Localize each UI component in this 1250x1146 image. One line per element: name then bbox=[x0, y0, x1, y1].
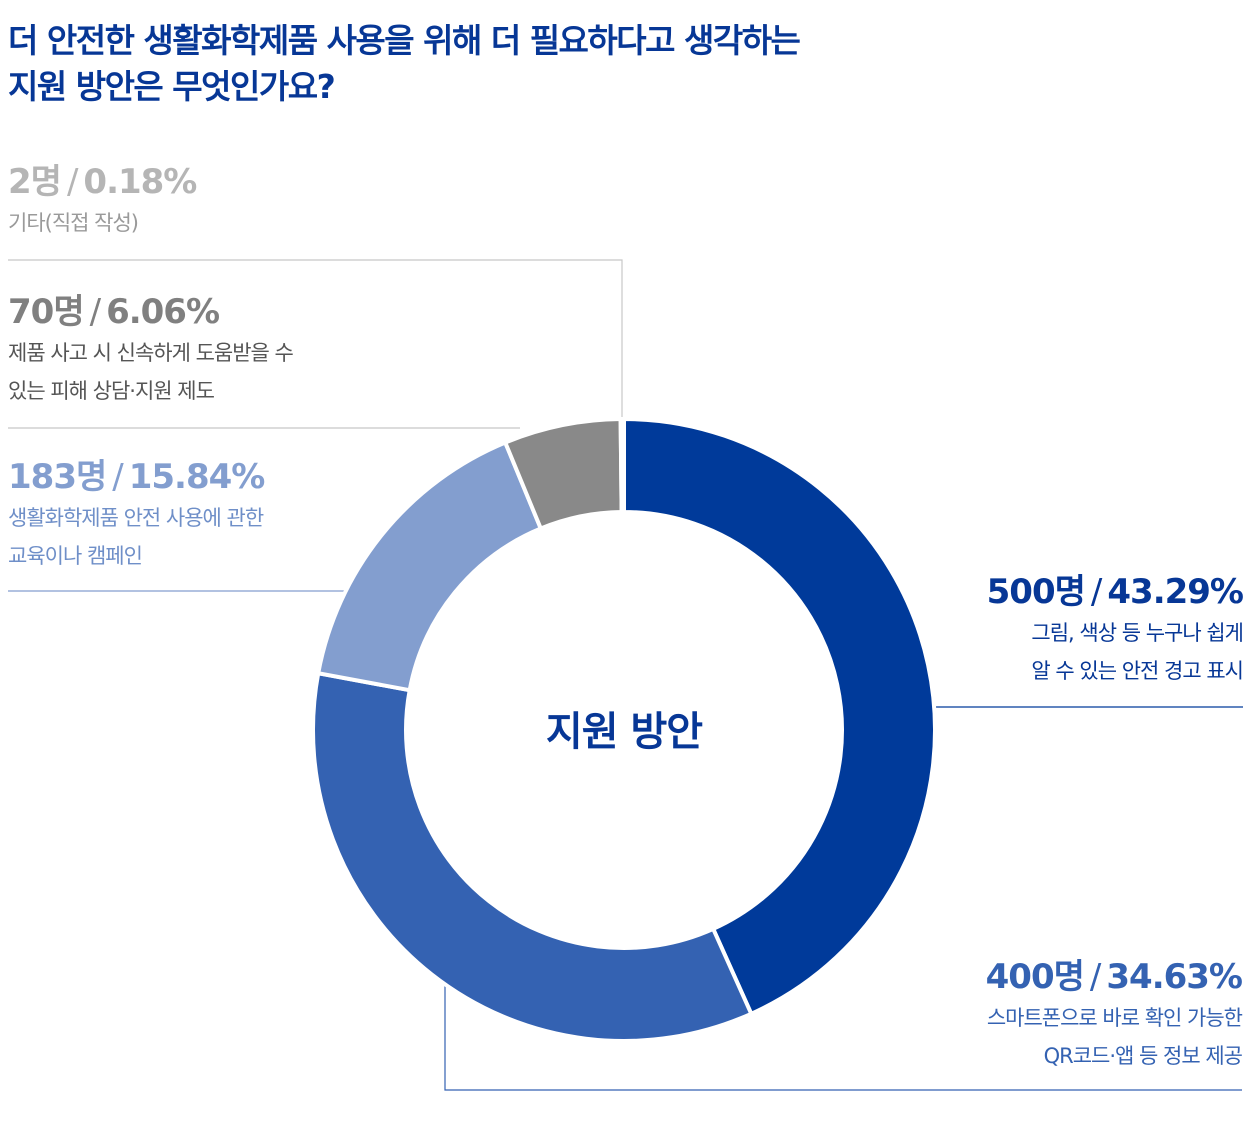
slash: / bbox=[89, 292, 102, 332]
donut-slices bbox=[311, 416, 937, 1043]
desc-500-line-2: 알 수 있는 안전 경고 표시 bbox=[1031, 659, 1244, 683]
count-70: 70명 bbox=[8, 292, 85, 332]
slice-other bbox=[618, 416, 626, 515]
count-400: 400명 bbox=[985, 957, 1085, 997]
desc-500-line-1: 그림, 색상 등 누구나 쉽게 bbox=[1031, 621, 1244, 645]
label-70: 70명/6.06% 제품 사고 시 신속하게 도움받을 수 있는 피해 상담·지… bbox=[8, 290, 294, 410]
slice-education-campaign bbox=[315, 439, 544, 693]
percent-other: 0.18% bbox=[83, 162, 197, 202]
leader-line-other bbox=[8, 259, 623, 420]
label-400: 400명/34.63% 스마트폰으로 바로 확인 가능한 QR코드·앱 등 정보… bbox=[985, 955, 1243, 1075]
desc-other: 기타(직접 작성) bbox=[8, 211, 139, 235]
donut-center-label: 지원 방안 bbox=[546, 709, 703, 755]
slash: / bbox=[1089, 957, 1102, 997]
slice-qr-app-info bbox=[311, 670, 754, 1043]
slice-warning-label bbox=[622, 416, 937, 1017]
label-500: 500명/43.29% 그림, 색상 등 누구나 쉽게 알 수 있는 안전 경고… bbox=[986, 570, 1244, 690]
title-line-1: 더 안전한 생활화학제품 사용을 위해 더 필요하다고 생각하는 bbox=[8, 21, 801, 60]
desc-70-line-2: 있는 피해 상담·지원 제도 bbox=[8, 379, 215, 403]
slash: / bbox=[112, 457, 124, 497]
label-other: 2명/0.18% 기타(직접 작성) bbox=[8, 160, 197, 242]
chart-title: 더 안전한 생활화학제품 사용을 위해 더 필요하다고 생각하는 지원 방안은 … bbox=[8, 18, 801, 110]
desc-183-line-2: 교육이나 캠페인 bbox=[8, 544, 143, 568]
leader-line-400 bbox=[444, 975, 1242, 1091]
count-183: 183명 bbox=[8, 457, 107, 497]
label-183: 183명/15.84% 생활화학제품 안전 사용에 관한 교육이나 캠페인 bbox=[8, 455, 266, 575]
leader-lines bbox=[8, 259, 1243, 1091]
percent-400: 34.63% bbox=[1106, 957, 1243, 997]
slash: / bbox=[66, 162, 79, 202]
desc-400-line-2: QR코드·앱 등 정보 제공 bbox=[1043, 1044, 1243, 1068]
desc-183-line-1: 생활화학제품 안전 사용에 관한 bbox=[8, 506, 264, 530]
slash: / bbox=[1090, 572, 1103, 612]
percent-183: 15.84% bbox=[128, 457, 266, 497]
desc-70-line-1: 제품 사고 시 신속하게 도움받을 수 bbox=[8, 341, 294, 365]
percent-500: 43.29% bbox=[1107, 572, 1244, 612]
percent-70: 6.06% bbox=[106, 292, 220, 332]
count-other: 2명 bbox=[8, 162, 62, 202]
count-500: 500명 bbox=[986, 572, 1086, 612]
title-line-2: 지원 방안은 무엇인가요? bbox=[8, 67, 336, 106]
desc-400-line-1: 스마트폰으로 바로 확인 가능한 bbox=[986, 1006, 1243, 1030]
